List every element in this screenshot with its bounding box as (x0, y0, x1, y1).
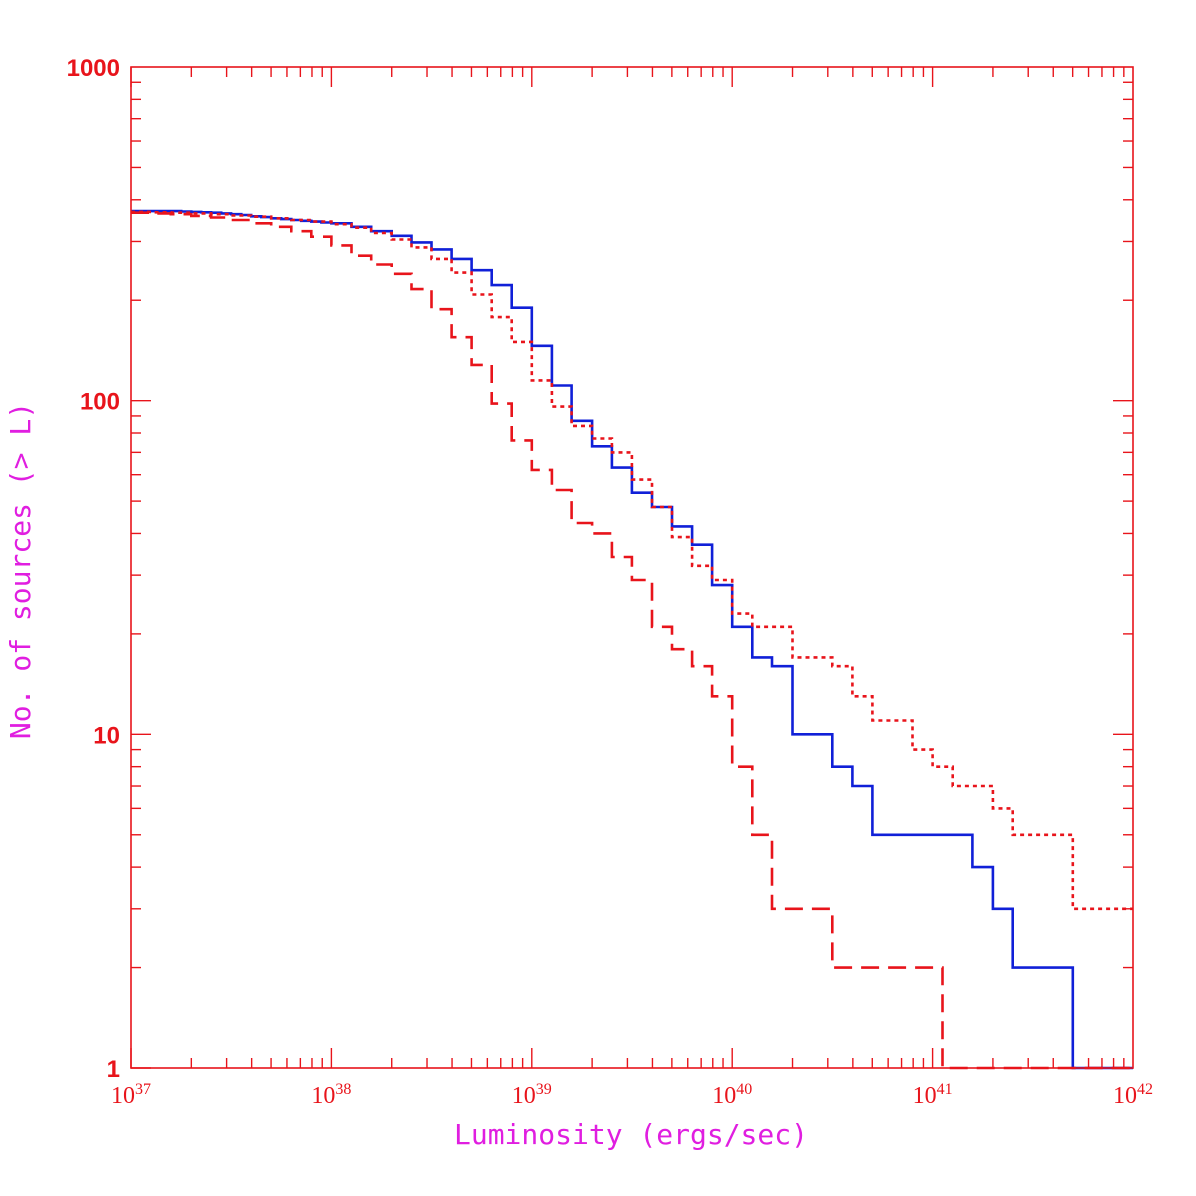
y-tick-label: 100 (80, 389, 120, 416)
series-dotted-line (131, 210, 1133, 911)
y-axis-title: No. of sources (> L) (4, 402, 37, 739)
x-tick-label: 1040 (712, 1081, 752, 1109)
x-tick-label: 1042 (1113, 1081, 1153, 1109)
x-tick-label: 1039 (512, 1081, 552, 1109)
x-axis-title: Luminosity (ergs/sec) (454, 1118, 808, 1151)
y-tick-labels: 1 10 100 1000 (67, 55, 120, 1083)
x-tick-label: 1038 (311, 1081, 351, 1109)
y-tick-label: 10 (93, 722, 120, 749)
x-tick-label: 1037 (111, 1081, 151, 1109)
x-tick-label: 1041 (913, 1081, 953, 1109)
data-series (131, 209, 1133, 1070)
plot-frame (130, 66, 1134, 1069)
x-tick-labels: 1037 1038 1039 1040 1041 1042 (111, 1081, 1153, 1109)
y-tick-label: 1 (107, 1056, 120, 1083)
series-dashed-line (131, 211, 1133, 1070)
y-tick-label: 1000 (67, 55, 120, 82)
axis-ticks (130, 67, 1133, 1069)
